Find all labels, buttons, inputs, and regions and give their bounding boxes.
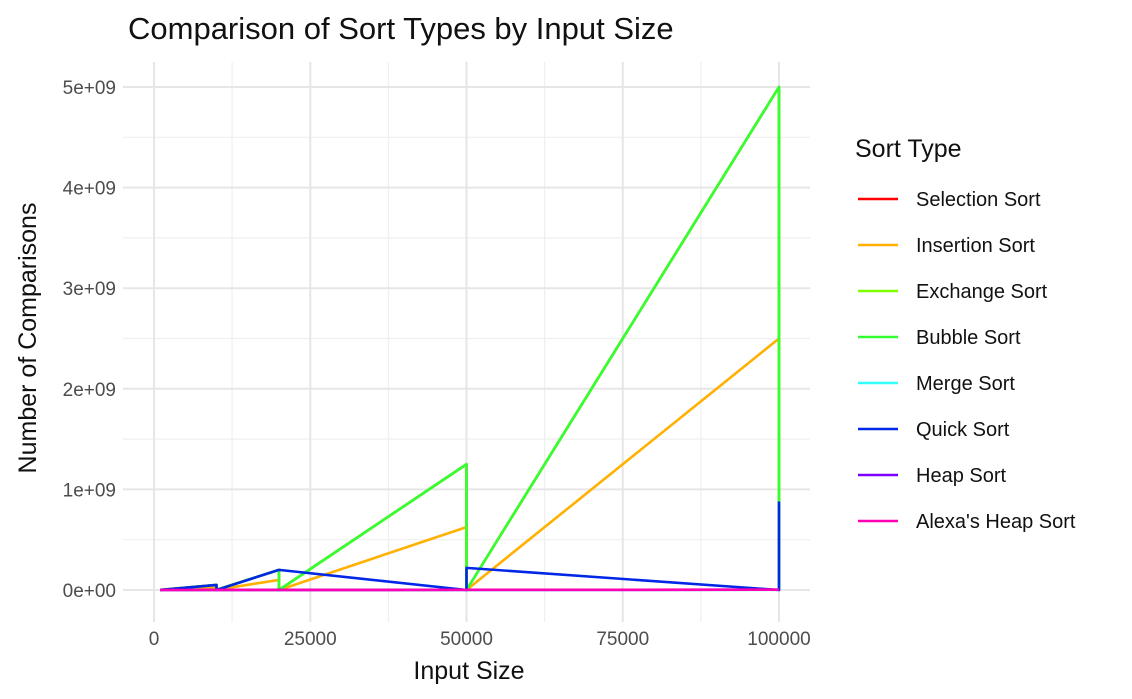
x-axis-title: Input Size [413, 657, 524, 685]
plot-series [160, 85, 781, 592]
y-axis-title: Number of Comparisons [14, 203, 42, 474]
legend-label-exchange-sort: Exchange Sort [916, 281, 1048, 303]
x-tick-label: 100000 [747, 629, 810, 650]
legend-label-insertion-sort: Insertion Sort [916, 235, 1035, 257]
y-tick-label: 3e+09 [63, 279, 116, 300]
x-tick-label: 75000 [596, 629, 649, 650]
legend-label-merge-sort: Merge Sort [916, 373, 1015, 395]
legend-label-bubble-sort: Bubble Sort [916, 327, 1021, 349]
legend: Sort Type Selection Sort Insertion Sort Ex… [855, 135, 1076, 533]
legend-label-selection-sort: Selection Sort [916, 189, 1041, 211]
legend-label-heap-sort: Heap Sort [916, 465, 1006, 487]
x-tick-label: 0 [149, 629, 160, 650]
axis-ticks: 0 25000 50000 75000 100000 0e+00 1e+09 2e+09 3e+… [63, 78, 811, 650]
y-tick-label: 0e+00 [63, 581, 116, 602]
y-tick-label: 2e+09 [63, 380, 116, 401]
legend-label-quick-sort: Quick Sort [916, 419, 1010, 441]
legend-title: Sort Type [855, 135, 962, 163]
y-tick-label: 5e+09 [63, 78, 116, 99]
x-tick-label: 25000 [284, 629, 337, 650]
x-tick-label: 50000 [440, 629, 493, 650]
y-tick-label: 1e+09 [63, 480, 116, 501]
series-line-quick-sort [160, 501, 781, 592]
chart-title: Comparison of Sort Types by Input Size [128, 11, 674, 46]
y-tick-label: 4e+09 [63, 179, 116, 200]
legend-label-alexa-s-heap-sort: Alexa's Heap Sort [916, 511, 1076, 533]
